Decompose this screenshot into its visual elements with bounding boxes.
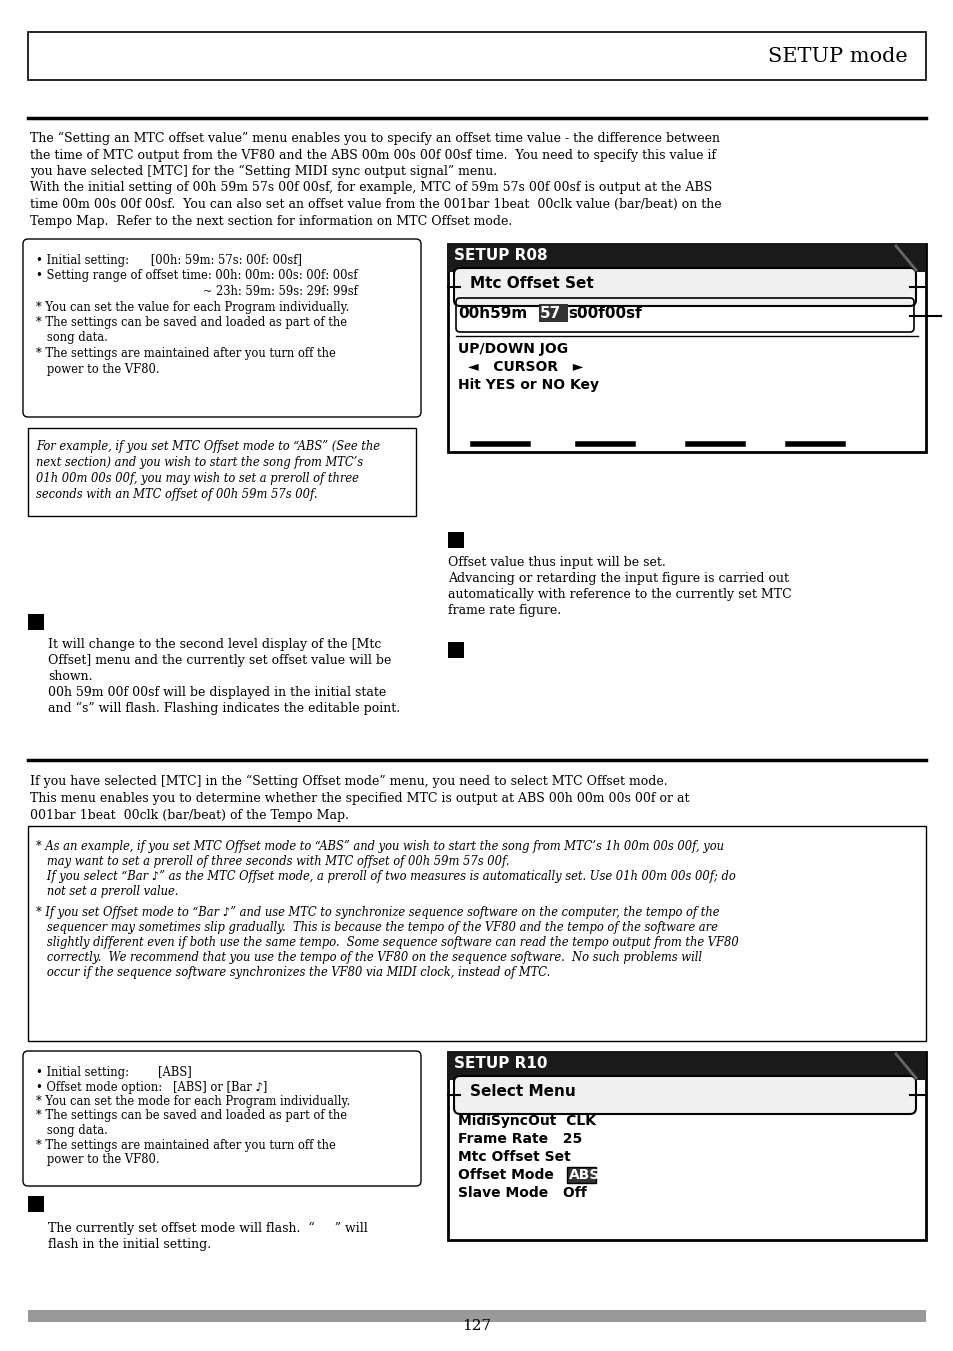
- Text: song data.: song data.: [36, 1124, 108, 1138]
- Text: • Offset mode option:   [ABS] or [Bar ♪]: • Offset mode option: [ABS] or [Bar ♪]: [36, 1081, 267, 1093]
- Text: Offset] menu and the currently set offset value will be: Offset] menu and the currently set offse…: [48, 654, 391, 667]
- Bar: [448, 245, 925, 453]
- Text: Frame Rate   25: Frame Rate 25: [457, 1132, 581, 1146]
- Bar: [448, 532, 463, 549]
- Text: SETUP R10: SETUP R10: [454, 1056, 547, 1071]
- Text: 127: 127: [462, 1319, 491, 1333]
- Text: SETUP mode: SETUP mode: [767, 46, 907, 65]
- Bar: [28, 613, 44, 630]
- Text: 57: 57: [539, 305, 560, 322]
- Text: The “Setting an MTC offset value” menu enables you to specify an offset time val: The “Setting an MTC offset value” menu e…: [30, 132, 720, 146]
- Text: Mtc Offset Set: Mtc Offset Set: [457, 1150, 570, 1165]
- Bar: [448, 1052, 925, 1079]
- Text: song data.: song data.: [36, 331, 108, 345]
- Text: power to the VF80.: power to the VF80.: [36, 1152, 159, 1166]
- Text: ~ 23h: 59m: 59s: 29f: 99sf: ~ 23h: 59m: 59s: 29f: 99sf: [36, 285, 357, 299]
- Text: Offset value thus input will be set.: Offset value thus input will be set.: [448, 557, 665, 569]
- Bar: [28, 1196, 44, 1212]
- Text: not set a preroll value.: not set a preroll value.: [36, 885, 178, 898]
- Text: If you have selected [MTC] in the “Setting Offset mode” menu, you need to select: If you have selected [MTC] in the “Setti…: [30, 775, 667, 788]
- Text: Select Menu: Select Menu: [470, 1084, 576, 1098]
- Text: • Initial setting:        [ABS]: • Initial setting: [ABS]: [36, 1066, 192, 1079]
- Text: and “s” will flash. Flashing indicates the editable point.: and “s” will flash. Flashing indicates t…: [48, 703, 399, 715]
- Text: next section) and you wish to start the song from MTC’s: next section) and you wish to start the …: [36, 457, 363, 469]
- Text: the time of MTC output from the VF80 and the ABS 00m 00s 00f 00sf time.  You nee: the time of MTC output from the VF80 and…: [30, 149, 716, 162]
- Text: For example, if you set MTC Offset mode to “ABS” (See the: For example, if you set MTC Offset mode …: [36, 440, 379, 453]
- Text: This menu enables you to determine whether the specified MTC is output at ABS 00: This menu enables you to determine wheth…: [30, 792, 689, 805]
- Text: * The settings are maintained after you turn off the: * The settings are maintained after you …: [36, 1139, 335, 1151]
- Text: frame rate figure.: frame rate figure.: [448, 604, 560, 617]
- Text: may want to set a preroll of three seconds with MTC offset of 00h 59m 57s 00f.: may want to set a preroll of three secon…: [36, 855, 509, 867]
- Text: 001bar 1beat  00clk (bar/beat) of the Tempo Map.: 001bar 1beat 00clk (bar/beat) of the Tem…: [30, 809, 349, 821]
- Bar: [448, 642, 463, 658]
- Text: flash in the initial setting.: flash in the initial setting.: [48, 1238, 211, 1251]
- Bar: [448, 1052, 925, 1240]
- Bar: [28, 1310, 925, 1323]
- Text: correctly.  We recommend that you use the tempo of the VF80 on the sequence soft: correctly. We recommend that you use the…: [36, 951, 701, 965]
- Text: * If you set Offset mode to “Bar ♪” and use MTC to synchronize sequence software: * If you set Offset mode to “Bar ♪” and …: [36, 907, 719, 919]
- Text: * As an example, if you set MTC Offset mode to “ABS” and you wish to start the s: * As an example, if you set MTC Offset m…: [36, 840, 723, 852]
- Text: * You can set the value for each Program individually.: * You can set the value for each Program…: [36, 300, 349, 313]
- Bar: [567, 1167, 596, 1183]
- Text: * The settings are maintained after you turn off the: * The settings are maintained after you …: [36, 347, 335, 359]
- Text: 01h 00m 00s 00f, you may wish to set a preroll of three: 01h 00m 00s 00f, you may wish to set a p…: [36, 471, 358, 485]
- Text: 00h 59m 00f 00sf will be displayed in the initial state: 00h 59m 00f 00sf will be displayed in th…: [48, 686, 386, 698]
- Text: ◄   CURSOR   ►: ◄ CURSOR ►: [468, 359, 583, 374]
- Bar: [538, 304, 567, 322]
- Bar: [28, 428, 416, 516]
- Text: you have selected [MTC] for the “Setting MIDI sync output signal” menu.: you have selected [MTC] for the “Setting…: [30, 165, 497, 178]
- Text: * The settings can be saved and loaded as part of the: * The settings can be saved and loaded a…: [36, 316, 347, 330]
- Text: Hit YES or NO Key: Hit YES or NO Key: [457, 378, 598, 392]
- Text: shown.: shown.: [48, 670, 92, 684]
- Text: • Setting range of offset time: 00h: 00m: 00s: 00f: 00sf: • Setting range of offset time: 00h: 00m…: [36, 269, 357, 282]
- Text: occur if the sequence software synchronizes the VF80 via MIDI clock, instead of : occur if the sequence software synchroni…: [36, 966, 550, 979]
- Text: power to the VF80.: power to the VF80.: [36, 362, 159, 376]
- FancyBboxPatch shape: [23, 239, 420, 417]
- Text: seconds with an MTC offset of 00h 59m 57s 00f.: seconds with an MTC offset of 00h 59m 57…: [36, 488, 317, 501]
- Bar: [448, 245, 925, 272]
- Bar: [28, 825, 925, 1042]
- Text: If you select “Bar ♪” as the MTC Offset mode, a preroll of two measures is autom: If you select “Bar ♪” as the MTC Offset …: [36, 870, 735, 884]
- Text: It will change to the second level display of the [Mtc: It will change to the second level displ…: [48, 638, 381, 651]
- FancyBboxPatch shape: [23, 1051, 420, 1186]
- Bar: [28, 32, 925, 80]
- Text: Slave Mode   Off: Slave Mode Off: [457, 1186, 586, 1200]
- Text: Advancing or retarding the input figure is carried out: Advancing or retarding the input figure …: [448, 571, 788, 585]
- FancyBboxPatch shape: [454, 267, 915, 305]
- Text: Offset Mode: Offset Mode: [457, 1169, 563, 1182]
- Text: The currently set offset mode will flash.  “     ” will: The currently set offset mode will flash…: [48, 1223, 367, 1235]
- Text: time 00m 00s 00f 00sf.  You can also set an offset value from the 001bar 1beat  : time 00m 00s 00f 00sf. You can also set …: [30, 199, 720, 211]
- Text: 00h59m: 00h59m: [457, 305, 527, 322]
- Text: Mtc Offset Set: Mtc Offset Set: [470, 276, 593, 290]
- Text: s00f00sf: s00f00sf: [567, 305, 641, 322]
- Text: * You can set the mode for each Program individually.: * You can set the mode for each Program …: [36, 1096, 350, 1108]
- Text: MidiSyncOut  CLK: MidiSyncOut CLK: [457, 1115, 596, 1128]
- Text: Tempo Map.  Refer to the next section for information on MTC Offset mode.: Tempo Map. Refer to the next section for…: [30, 215, 512, 227]
- Text: sequencer may sometimes slip gradually.  This is because the tempo of the VF80 a: sequencer may sometimes slip gradually. …: [36, 921, 717, 934]
- Text: With the initial setting of 00h 59m 57s 00f 00sf, for example, MTC of 59m 57s 00: With the initial setting of 00h 59m 57s …: [30, 181, 711, 195]
- Text: slightly different even if both use the same tempo.  Some sequence software can : slightly different even if both use the …: [36, 936, 738, 948]
- Text: UP/DOWN JOG: UP/DOWN JOG: [457, 342, 568, 357]
- Text: SETUP R08: SETUP R08: [454, 249, 547, 263]
- Text: automatically with reference to the currently set MTC: automatically with reference to the curr…: [448, 588, 791, 601]
- FancyBboxPatch shape: [454, 1075, 915, 1115]
- Text: * The settings can be saved and loaded as part of the: * The settings can be saved and loaded a…: [36, 1109, 347, 1123]
- Text: • Initial setting:      [00h: 59m: 57s: 00f: 00sf]: • Initial setting: [00h: 59m: 57s: 00f: …: [36, 254, 302, 267]
- Text: ABS: ABS: [569, 1169, 600, 1182]
